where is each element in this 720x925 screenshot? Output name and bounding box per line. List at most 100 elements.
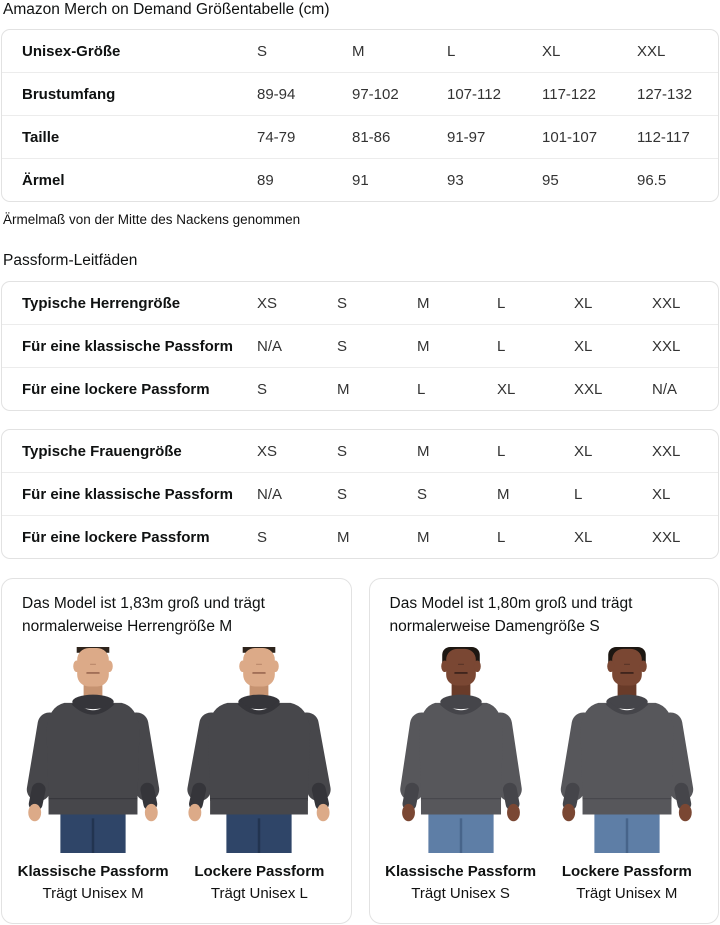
- row-label: Für eine klassische Passform: [22, 337, 233, 355]
- size-cell: M: [352, 42, 365, 60]
- size-caption: Trägt Unisex S: [411, 885, 510, 902]
- model-column: Lockere Passform Trägt Unisex M: [544, 647, 710, 902]
- model-photos-row: Klassische Passform Trägt Unisex M Locke…: [10, 647, 343, 902]
- unisex-size-table: Unisex-Größe S M L XL XXL Brustumfang 89…: [1, 29, 719, 202]
- table-row: Typische Herrengröße XS S M L XL XXL: [2, 282, 718, 324]
- size-cell: S: [257, 42, 268, 60]
- size-cell: S: [257, 380, 268, 398]
- fit-caption: Klassische Passform: [17, 863, 169, 880]
- size-cell: 96.5: [637, 171, 667, 189]
- size-cell: 89-94: [257, 85, 296, 103]
- size-cell: XXL: [652, 294, 681, 312]
- size-cell: L: [497, 442, 506, 460]
- row-label: Unisex-Größe: [22, 42, 121, 60]
- table-row: Für eine klassische Passform N/A S M L X…: [2, 324, 718, 367]
- fit-guides-heading: Passform-Leitfäden: [3, 252, 138, 269]
- size-cell: 93: [447, 171, 464, 189]
- model-column: Lockere Passform Trägt Unisex L: [176, 647, 342, 902]
- table-row: Für eine lockere Passform S M M L XL XXL: [2, 515, 718, 558]
- size-cell: N/A: [257, 337, 283, 355]
- male-model-panel: Das Model ist 1,83m groß und trägt norma…: [1, 578, 352, 924]
- size-cell: M: [417, 528, 430, 546]
- size-cell: XXL: [574, 380, 603, 398]
- model-description: Das Model ist 1,80m groß und trägt norma…: [389, 595, 633, 635]
- size-cell: N/A: [652, 380, 678, 398]
- row-label: Für eine klassische Passform: [22, 485, 233, 503]
- size-cell: 101-107: [542, 128, 598, 146]
- male-classic-fit-photo: [26, 647, 160, 853]
- size-cell: XXL: [652, 528, 681, 546]
- row-label: Ärmel: [22, 171, 65, 189]
- size-cell: S: [417, 485, 428, 503]
- fit-caption: Klassische Passform: [385, 863, 537, 880]
- size-cell: L: [417, 380, 426, 398]
- size-cell: L: [497, 337, 506, 355]
- female-model-panel: Das Model ist 1,80m groß und trägt norma…: [368, 578, 719, 924]
- fit-caption: Lockere Passform: [561, 863, 692, 880]
- size-cell: XL: [574, 528, 593, 546]
- sleeve-measure-note: Ärmelmaß von der Mitte des Nackens genom…: [3, 212, 301, 227]
- model-column: Klassische Passform Trägt Unisex M: [10, 647, 176, 902]
- male-loose-fit-photo: [187, 647, 332, 853]
- size-cell: S: [337, 294, 348, 312]
- table-row: Taille 74-79 81-86 91-97 101-107 112-117: [2, 115, 718, 158]
- size-cell: L: [497, 528, 506, 546]
- size-cell: 112-117: [637, 128, 690, 146]
- size-cell: XXL: [637, 42, 666, 60]
- size-cell: 107-112: [447, 85, 501, 103]
- female-loose-fit-photo: [560, 647, 694, 853]
- female-classic-fit-photo: [399, 647, 522, 853]
- table-row: Für eine klassische Passform N/A S S M L…: [2, 472, 718, 515]
- row-label: Taille: [22, 128, 60, 146]
- size-cell: M: [417, 294, 430, 312]
- model-description: Das Model ist 1,83m groß und trägt norma…: [22, 595, 265, 635]
- size-cell: L: [497, 294, 506, 312]
- size-cell: 91: [352, 171, 369, 189]
- size-cell: XL: [574, 442, 593, 460]
- size-caption: Trägt Unisex L: [210, 885, 308, 902]
- size-cell: XS: [257, 442, 278, 460]
- size-cell: M: [337, 528, 350, 546]
- size-cell: 95: [542, 171, 559, 189]
- size-cell: S: [337, 442, 348, 460]
- size-cell: XXL: [652, 337, 681, 355]
- fit-caption: Lockere Passform: [194, 863, 325, 880]
- size-cell: XS: [257, 294, 278, 312]
- table-row: Für eine lockere Passform S M L XL XXL N…: [2, 367, 718, 410]
- size-caption: Trägt Unisex M: [42, 885, 144, 902]
- row-label: Für eine lockere Passform: [22, 528, 210, 546]
- model-photos-row: Klassische Passform Trägt Unisex S Locke…: [378, 647, 711, 902]
- men-fit-table: Typische Herrengröße XS S M L XL XXL Für…: [1, 281, 719, 411]
- size-cell: 127-132: [637, 85, 693, 103]
- size-cell: S: [337, 337, 348, 355]
- table-row: Unisex-Größe S M L XL XXL: [2, 30, 718, 72]
- row-label: Für eine lockere Passform: [22, 380, 210, 398]
- model-panels: Das Model ist 1,83m groß und trägt norma…: [1, 578, 719, 924]
- size-cell: S: [337, 485, 348, 503]
- size-cell: M: [497, 485, 510, 503]
- size-cell: XL: [574, 337, 593, 355]
- model-column: Klassische Passform Trägt Unisex S: [378, 647, 544, 902]
- size-cell: 81-86: [352, 128, 391, 146]
- row-label: Typische Frauengröße: [22, 442, 182, 460]
- row-label: Typische Herrengröße: [22, 294, 181, 312]
- size-cell: XL: [497, 380, 516, 398]
- size-cell: 91-97: [447, 128, 486, 146]
- size-cell: S: [257, 528, 268, 546]
- size-cell: M: [337, 380, 350, 398]
- size-cell: 117-122: [542, 85, 596, 103]
- table-row: Typische Frauengröße XS S M L XL XXL: [2, 430, 718, 472]
- size-cell: L: [574, 485, 583, 503]
- size-cell: L: [447, 42, 456, 60]
- table-row: Brustumfang 89-94 97-102 107-112 117-122…: [2, 72, 718, 115]
- size-cell: XL: [574, 294, 593, 312]
- table-row: Ärmel 89 91 93 95 96.5: [2, 158, 718, 201]
- size-caption: Trägt Unisex M: [576, 885, 678, 902]
- size-cell: XXL: [652, 442, 681, 460]
- size-cell: XL: [542, 42, 561, 60]
- size-cell: XL: [652, 485, 671, 503]
- size-cell: 97-102: [352, 85, 399, 103]
- women-fit-table: Typische Frauengröße XS S M L XL XXL Für…: [1, 429, 719, 559]
- size-cell: 74-79: [257, 128, 296, 146]
